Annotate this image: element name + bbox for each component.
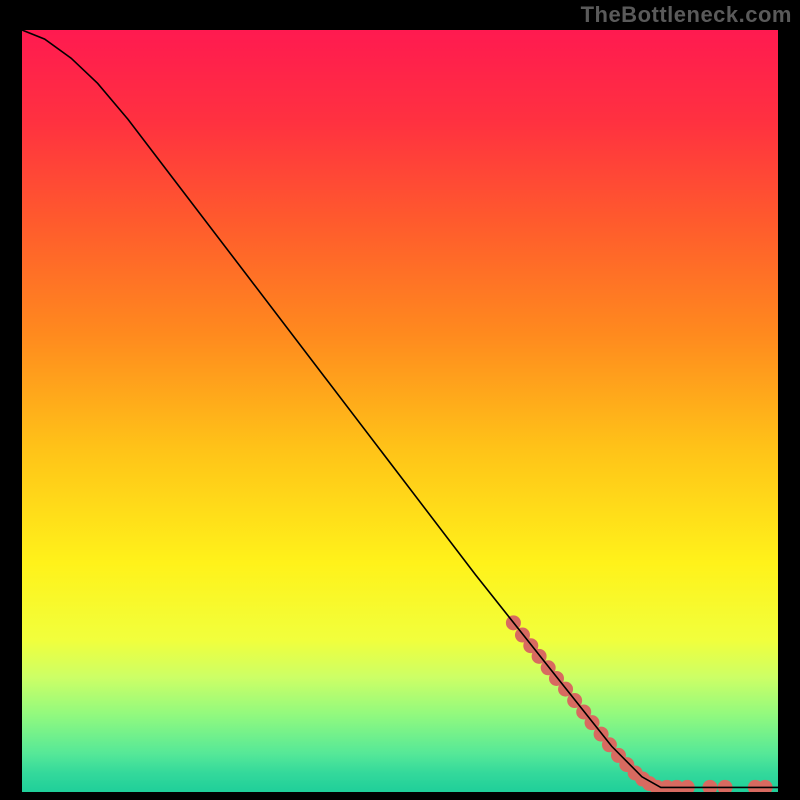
gradient-background — [22, 30, 778, 792]
plot-svg — [22, 30, 778, 792]
attribution-text: TheBottleneck.com — [581, 2, 792, 28]
chart-frame: TheBottleneck.com — [0, 0, 800, 800]
plot-area — [22, 30, 778, 792]
